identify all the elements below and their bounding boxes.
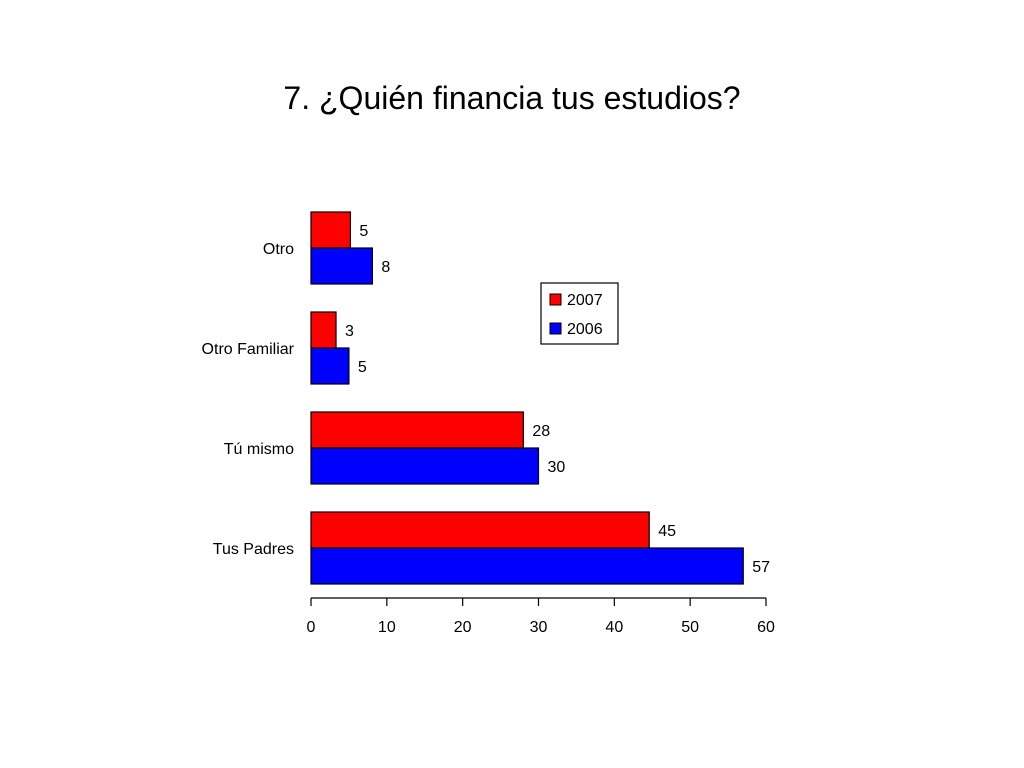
bar-2007-t-mismo: [310, 411, 524, 449]
data-label-2006-otro-familiar: 5: [358, 359, 367, 376]
category-label: Otro: [263, 241, 294, 258]
data-label-2007-tus-padres: 45: [658, 523, 676, 540]
data-label-2006-t-mismo: 30: [548, 459, 566, 476]
x-axis: 0 10 20 30 40 50 60: [307, 597, 775, 636]
legend-swatch-2007: [549, 293, 562, 306]
x-tick-label: 50: [681, 619, 699, 636]
bar-2006-t-mismo: [310, 447, 540, 485]
bar-2007-otro-familiar: [310, 311, 337, 349]
bars-layer: [310, 211, 744, 585]
x-tick-label: 10: [378, 619, 396, 636]
data-label-2007-otro: 5: [359, 223, 368, 240]
data-label-2007-t-mismo: 28: [532, 423, 550, 440]
data-label-2006-tus-padres: 57: [752, 559, 770, 576]
x-tick-label: 30: [530, 619, 548, 636]
bar-2006-tus-padres: [310, 547, 744, 585]
category-label: Otro Familiar: [202, 341, 295, 358]
legend-swatch-2006: [549, 322, 562, 335]
bar-2006-otro-familiar: [310, 347, 350, 385]
x-tick-label: 40: [605, 619, 623, 636]
legend: 2007 2006: [540, 282, 619, 345]
x-tick-label: 0: [307, 619, 316, 636]
legend-label-2007: 2007: [567, 292, 603, 309]
legend-label-2006: 2006: [567, 321, 603, 338]
bar-2006-otro: [310, 247, 374, 285]
chart-title: 7. ¿Quién financia tus estudios?: [283, 80, 741, 116]
data-label-2006-otro: 8: [381, 259, 390, 276]
category-label: Tú mismo: [224, 441, 294, 458]
data-label-2007-otro-familiar: 3: [345, 323, 354, 340]
x-tick-label: 60: [757, 619, 775, 636]
category-label: Tus Padres: [213, 541, 294, 558]
data-labels-layer: 5 8 3 5 28 30 45 57: [345, 223, 770, 576]
category-labels-layer: Otro Otro Familiar Tú mismo Tus Padres: [202, 241, 295, 558]
bar-2007-otro: [310, 211, 352, 249]
bar-2007-tus-padres: [310, 511, 650, 549]
x-tick-label: 20: [454, 619, 472, 636]
